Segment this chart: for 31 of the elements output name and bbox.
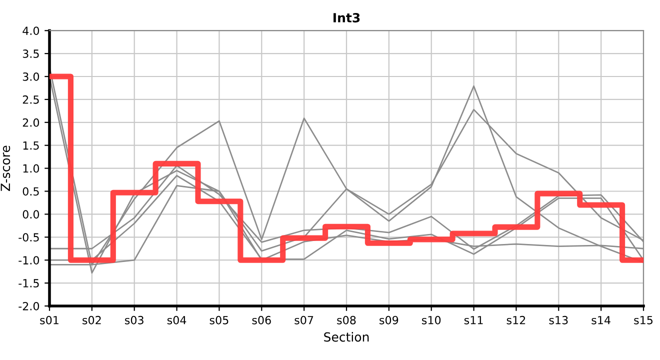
y-tick-label: 1.0 [23,164,40,173]
y-tick-label: 0.0 [22,210,40,219]
x-tick-label: s06 [252,316,271,324]
x-tick-label: s08 [337,316,356,324]
y-axis-title: Z-score [0,146,10,191]
y-tick-label: 2.5 [22,95,39,104]
x-tick-label: s10 [422,316,441,324]
y-tick-label: -1.5 [18,279,39,288]
x-tick-label: s12 [506,316,526,324]
x-tick-label: s01 [40,316,58,324]
y-tick-label: -1.0 [18,256,40,264]
x-tick-label: s02 [82,316,101,324]
x-tick-label: s04 [167,316,186,324]
x-tick-label: s13 [549,316,568,324]
y-tick-label: -2.0 [18,302,40,310]
y-tick-label: 1.5 [23,141,39,150]
x-tick-label: s15 [634,316,652,324]
y-tick-label: -0.5 [18,233,39,242]
x-tick-label: s14 [592,316,610,324]
x-tick-label: s05 [210,316,228,324]
chart-title: Int3 [334,12,360,22]
y-tick-label: 3.0 [22,72,40,81]
x-tick-label: s03 [124,316,144,324]
x-tick-label: s11 [464,316,483,324]
x-tick-label: s07 [294,316,314,324]
x-axis-title: Section [324,332,369,342]
y-tick-label: 2.0 [22,118,40,127]
y-tick-label: 4.0 [22,26,40,35]
x-tick-label: s09 [380,316,398,324]
y-tick-label: 0.5 [22,187,39,196]
y-tick-label: 3.5 [22,50,39,58]
